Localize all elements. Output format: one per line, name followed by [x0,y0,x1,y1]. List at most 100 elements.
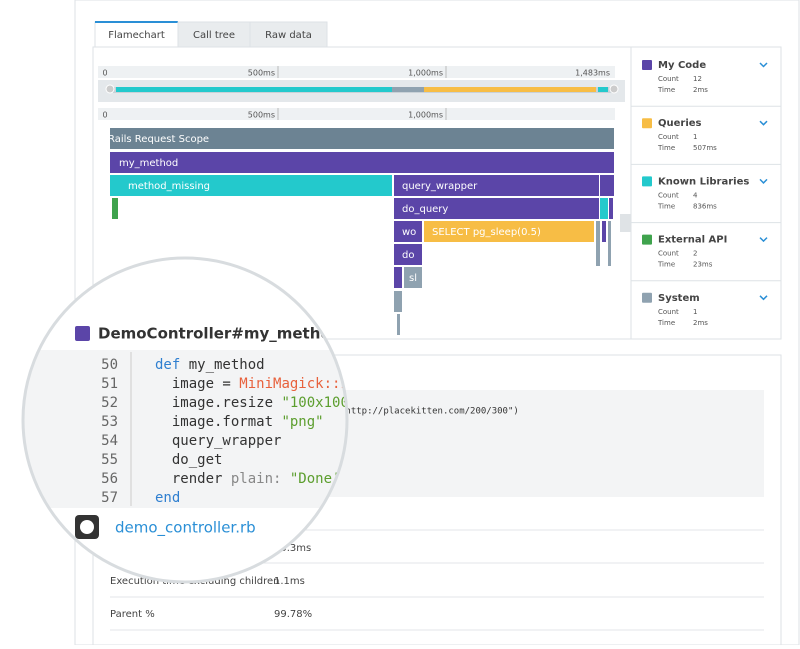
code-token: image.resize [155,395,281,411]
flame-bar[interactable] [608,221,611,266]
line-number: 51 [101,376,118,392]
legend-swatch [642,234,652,245]
line-number: 50 [101,357,118,373]
magnifier: DemoController#my_method 50 def my_method… [23,258,357,582]
legend-time: 836ms [693,202,717,210]
legend-name[interactable]: System [658,293,700,304]
code-text: "http://placekitten.com/200/300") [340,407,519,417]
handle[interactable] [105,84,115,94]
code-token: image = [155,376,239,392]
legend-chevron[interactable] [759,295,768,301]
tab[interactable] [177,21,251,48]
legend-time: 507ms [693,144,717,152]
ruler-label: 0 [102,69,107,78]
tab[interactable] [249,21,328,48]
code-token: plain: [231,471,290,487]
flame-label: method_missing [128,181,210,192]
flame-bar[interactable] [397,314,400,335]
line-number: 54 [101,433,118,449]
code-icon [75,326,90,341]
row-value: 1.1ms [274,576,305,587]
ruler [98,66,615,78]
collapse-button[interactable] [620,214,631,232]
legend-swatch [642,292,652,303]
code-token: end [155,490,180,506]
row-value: 99.78% [274,609,312,620]
lens-ring [21,256,349,584]
tab-label[interactable]: Call tree [193,30,235,41]
flame-bar[interactable] [404,267,422,288]
ruler [98,108,615,120]
tab[interactable] [94,21,179,48]
file-link[interactable]: demo_controller.rb [115,519,256,538]
flame-bar[interactable] [600,198,608,219]
tab-label[interactable]: Flamechart [108,30,165,41]
legend-count-label: Count [658,250,679,258]
legend-count-label: Count [658,133,679,141]
flame-bar[interactable] [394,291,402,312]
flame-bar[interactable] [602,221,606,242]
legend-name[interactable]: External API [658,235,727,246]
code-line: def my_method [155,357,265,373]
code-token: do_get [155,452,222,468]
ruler-label: 1,000ms [408,69,443,78]
flame-label: my_method [119,158,178,169]
github-icon-mark [80,520,94,534]
flame-bar[interactable] [394,221,422,242]
code-token: "png" [281,414,323,430]
detail-title: DemoController#my_method [98,325,341,343]
legend-time-label: Time [657,261,675,269]
legend-count-label: Count [658,308,679,316]
flame-bar[interactable] [394,198,599,219]
line-number: 53 [101,414,118,430]
flame-bar[interactable] [110,175,392,196]
legend-count: 4 [693,191,698,199]
flame-bar[interactable] [394,267,402,288]
flame-label: do [402,250,414,261]
tab-indicator [95,21,178,23]
flame-label: sl [409,273,417,284]
legend-swatch [642,118,652,129]
tab-label[interactable]: Raw data [265,30,312,41]
code-token: def [155,357,189,373]
legend-name[interactable]: Known Libraries [658,176,749,187]
legend-time-label: Time [657,319,675,327]
legend-name[interactable]: Queries [658,118,702,129]
flame-label: wo [402,227,416,238]
flame-bar[interactable] [394,244,422,265]
ruler-label: 1,483ms [575,69,610,78]
legend-chevron[interactable] [759,62,768,68]
legend-chevron[interactable] [759,237,768,243]
line-number: 55 [101,452,118,468]
overview-seg [116,87,392,92]
legend-chevron[interactable] [759,178,768,184]
handle[interactable] [609,84,619,94]
code-line: render plain: "Done!" [155,471,349,487]
legend-time: 23ms [693,261,713,269]
code-token: "100x100" [281,395,357,411]
flame-bar[interactable] [596,221,600,266]
code-line: do_get [155,452,222,468]
legend-count: 1 [693,133,697,141]
line-number: 52 [101,395,118,411]
flame-label: SELECT pg_sleep(0.5) [432,227,541,238]
flame-bar[interactable] [110,152,614,173]
row-value: 15.3ms [274,543,311,554]
legend-count-label: Count [658,75,679,83]
legend-chevron[interactable] [759,120,768,126]
flame-bar[interactable] [609,198,613,219]
legend-time-label: Time [657,144,675,152]
line-number: 56 [101,471,118,487]
flame-bar[interactable] [600,175,614,196]
flame-bar[interactable] [110,128,614,149]
flame-bar[interactable] [394,175,599,196]
legend-name[interactable]: My Code [658,60,706,71]
legend-time: 2ms [693,319,708,327]
ruler-label: 0 [102,111,107,120]
code-token: render [155,471,231,487]
code-line: image.format "png" [155,414,324,430]
flame-bar[interactable] [112,198,118,219]
legend-panel [630,46,782,340]
legend-count-label: Count [658,191,679,199]
flame-bar[interactable] [424,221,594,242]
